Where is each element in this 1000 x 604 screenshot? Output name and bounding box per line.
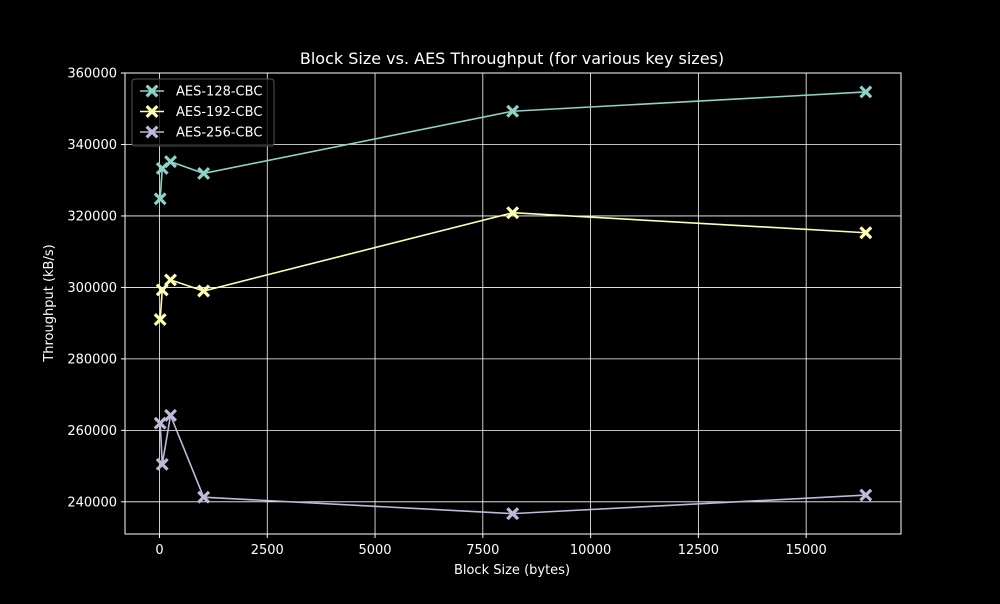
- data-point: [164, 273, 177, 287]
- legend: AES-128-CBC AES-192-CBC AES-256-CBC: [131, 78, 275, 147]
- x-tick-label: 10000: [570, 543, 611, 558]
- legend-marker: [145, 125, 159, 139]
- data-point: [506, 507, 520, 521]
- data-point: [506, 206, 520, 220]
- data-point: [155, 283, 169, 297]
- x-tick-label: 7500: [466, 543, 499, 558]
- y-tick-label: 300000: [67, 281, 117, 296]
- plot-area-frame: [124, 72, 902, 535]
- data-point: [153, 313, 167, 327]
- y-axis-label: Throughput (kB/s): [42, 244, 57, 362]
- x-tick-label: 2500: [251, 543, 284, 558]
- x-tick-label: 15000: [785, 543, 826, 558]
- plot-series: [153, 85, 873, 521]
- y-tick-label: 320000: [67, 209, 117, 224]
- y-tick-label: 340000: [67, 138, 117, 153]
- data-point: [153, 192, 167, 206]
- axis-ticks: 0 2500 5000 7500 10000 12500 15000 240000 260000…: [67, 67, 826, 559]
- y-tick-label: 280000: [67, 352, 117, 367]
- legend-label: AES-256-CBC: [176, 126, 262, 141]
- data-point: [859, 488, 873, 502]
- legend-marker: [145, 84, 159, 98]
- y-tick-label: 240000: [67, 495, 117, 510]
- legend-label: AES-128-CBC: [176, 85, 262, 100]
- legend-box: [131, 78, 275, 147]
- data-point: [506, 104, 520, 118]
- legend-label: AES-192-CBC: [176, 105, 262, 120]
- data-point: [859, 226, 873, 240]
- series-line: [159, 91, 866, 199]
- x-tick-label: 5000: [358, 543, 391, 558]
- data-point: [197, 166, 211, 180]
- series-aes-128-cbc: [153, 85, 873, 206]
- data-point: [859, 85, 873, 99]
- data-point: [153, 416, 167, 430]
- data-point: [197, 490, 211, 504]
- legend-item: AES-128-CBC: [140, 85, 262, 100]
- legend-marker: [145, 105, 159, 118]
- data-point: [197, 284, 211, 298]
- series-aes-192-cbc: [153, 206, 873, 327]
- legend-item: AES-192-CBC: [140, 105, 262, 120]
- x-axis-label: Block Size (bytes): [454, 563, 570, 578]
- data-point: [164, 155, 177, 169]
- legend-item: AES-256-CBC: [140, 126, 262, 141]
- x-tick-label: 0: [155, 543, 163, 558]
- chart-title: Block Size vs. AES Throughput (for vario…: [300, 49, 724, 68]
- data-point: [155, 457, 169, 471]
- series-aes-256-cbc: [153, 408, 873, 521]
- y-tick-label: 360000: [67, 67, 117, 82]
- series-line: [159, 211, 866, 320]
- data-point: [164, 408, 177, 422]
- x-tick-label: 12500: [678, 543, 719, 558]
- series-line: [159, 412, 866, 515]
- y-tick-label: 260000: [67, 424, 117, 439]
